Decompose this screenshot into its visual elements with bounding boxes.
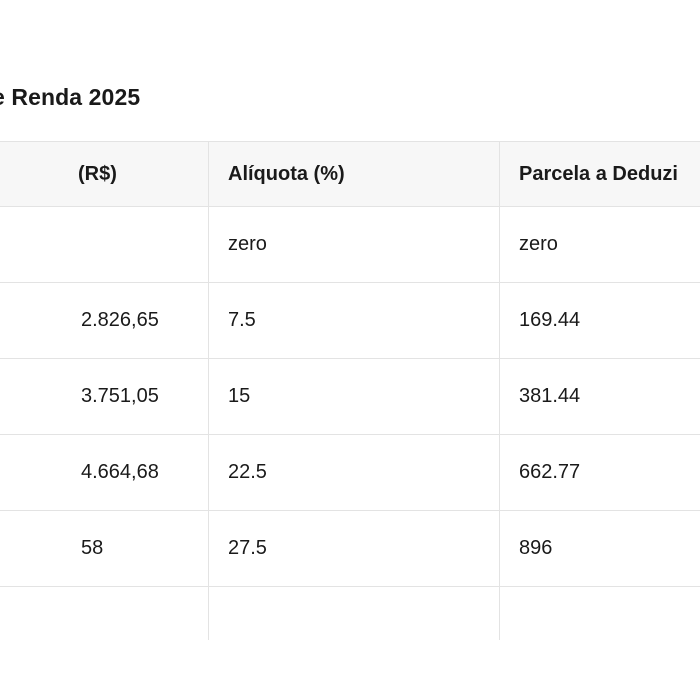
cell-parcela bbox=[499, 586, 700, 640]
cell-parcela: 169.44 bbox=[499, 282, 700, 359]
cell-aliquota: 22.5 bbox=[208, 434, 500, 511]
cell-parcela: zero bbox=[499, 206, 700, 283]
cell-base-value: 4.664,68 bbox=[81, 461, 159, 483]
table-title: e Renda 2025 bbox=[0, 84, 141, 110]
cell-parcela: 381.44 bbox=[499, 358, 700, 435]
cell-aliquota bbox=[208, 586, 500, 640]
cell-base: 2.826,65 bbox=[0, 282, 209, 359]
cell-base bbox=[0, 206, 209, 283]
tax-table-container: (R$) Alíquota (%) Parcela a Deduzi zero … bbox=[0, 141, 700, 640]
header-aliquota: Alíquota (%) bbox=[208, 141, 500, 207]
cell-base-value: 2.826,65 bbox=[81, 309, 159, 331]
cell-base: 58 bbox=[0, 510, 209, 587]
cell-base-value: 58 bbox=[81, 537, 104, 559]
table-row: 2.826,65 7.5 169.44 bbox=[0, 282, 700, 359]
cell-aliquota: zero bbox=[208, 206, 500, 283]
cell-base bbox=[0, 586, 209, 640]
cell-base: 3.751,05 bbox=[0, 358, 209, 435]
header-base-label: (R$) bbox=[78, 162, 117, 185]
table-header-row: (R$) Alíquota (%) Parcela a Deduzi bbox=[0, 141, 700, 207]
cell-parcela: 896 bbox=[499, 510, 700, 587]
table-row: zero zero bbox=[0, 206, 700, 283]
table-row bbox=[0, 586, 700, 640]
cell-aliquota: 7.5 bbox=[208, 282, 500, 359]
cell-aliquota: 27.5 bbox=[208, 510, 500, 587]
table-row: 4.664,68 22.5 662.77 bbox=[0, 434, 700, 511]
header-base: (R$) bbox=[0, 141, 209, 207]
table-row: 3.751,05 15 381.44 bbox=[0, 358, 700, 435]
tax-table: (R$) Alíquota (%) Parcela a Deduzi zero … bbox=[0, 141, 700, 640]
table-row: 58 27.5 896 bbox=[0, 510, 700, 587]
cell-base: 4.664,68 bbox=[0, 434, 209, 511]
header-parcela: Parcela a Deduzi bbox=[499, 141, 700, 207]
cell-parcela: 662.77 bbox=[499, 434, 700, 511]
cell-aliquota: 15 bbox=[208, 358, 500, 435]
cell-base-value: 3.751,05 bbox=[81, 385, 159, 407]
